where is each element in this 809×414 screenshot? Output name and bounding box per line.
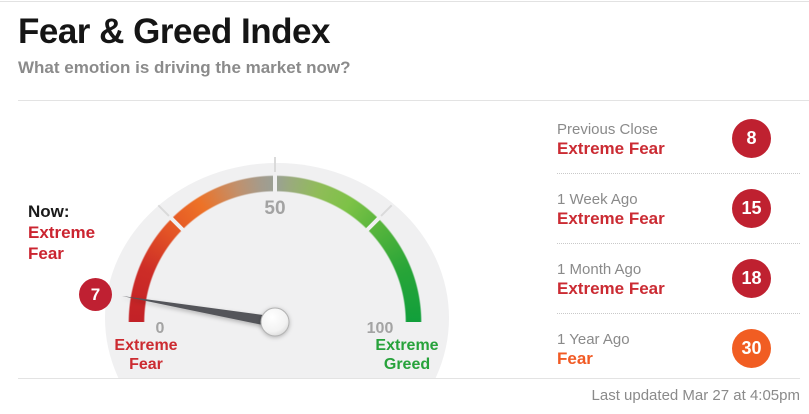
history-value-badge: 30 [732,329,771,368]
current-value-badge: 7 [79,278,112,311]
history-label: Previous Close [557,120,658,138]
history-sidebar: Previous Close Extreme Fear 8 1 Week Ago… [557,104,800,383]
gauge-arc-gap-50 [273,172,277,197]
gauge-scale-max: 100 [366,320,394,337]
history-row-previous-close: Previous Close Extreme Fear 8 [557,104,800,174]
history-row-1-year-ago: 1 Year Ago Fear 30 [557,314,800,383]
now-label: Now: [28,202,70,221]
header: Fear & Greed Index What emotion is drivi… [18,12,350,78]
caption-min-line1: Extreme [114,337,178,354]
gauge-arc [128,175,422,322]
gauge-tick-50 [274,157,276,175]
history-value-badge: 15 [732,189,771,228]
current-reading: Now: Extreme Fear [28,201,95,264]
gauge-needle [122,296,290,337]
page-subtitle: What emotion is driving the market now? [18,58,351,77]
fear-greed-gauge: 50 0 100 Now: Extreme Fear 7 Extreme Fea… [0,101,560,378]
top-hairline [0,1,809,2]
caption-max-line2: Greed [383,356,431,373]
gauge-caption-extreme-fear: Extreme Fear [93,336,199,374]
last-updated-text: Last updated Mar 27 at 4:05pm [591,387,800,404]
history-status: Extreme Fear [557,138,665,158]
now-status-line1: Extreme [28,223,96,242]
history-label: 1 Year Ago [557,330,630,348]
footer-divider [18,378,800,379]
history-status: Fear [557,348,593,368]
history-status: Extreme Fear [557,208,665,228]
caption-max-line1: Extreme [375,337,439,354]
header-divider [18,100,809,101]
page-title: Fear & Greed Index [18,12,330,51]
history-value-badge: 18 [732,259,771,298]
history-value-badge: 8 [732,119,771,158]
now-status-line2: Fear [28,244,64,263]
gauge-scale-min: 0 [155,320,165,337]
history-label: 1 Month Ago [557,260,642,278]
history-row-1-month-ago: 1 Month Ago Extreme Fear 18 [557,244,800,314]
history-label: 1 Week Ago [557,190,638,208]
gauge-caption-extreme-greed: Extreme Greed [354,336,460,374]
gauge-scale-mid: 50 [264,198,286,219]
caption-min-line2: Fear [129,356,163,373]
history-status: Extreme Fear [557,278,665,298]
history-row-1-week-ago: 1 Week Ago Extreme Fear 15 [557,174,800,244]
